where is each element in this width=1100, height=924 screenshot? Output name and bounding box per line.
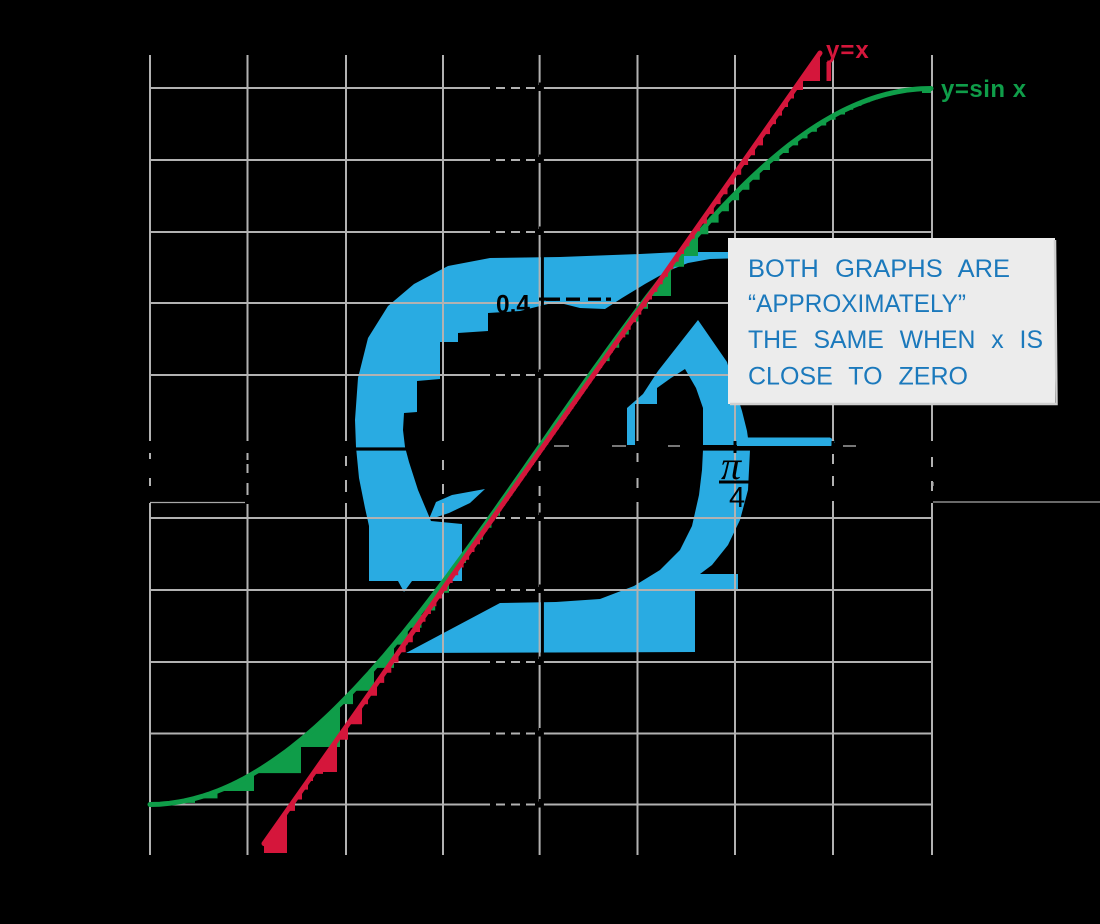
svg-text:4: 4 xyxy=(729,482,745,514)
svg-text:“APPROXIMATELY”: “APPROXIMATELY” xyxy=(748,290,966,318)
svg-text:π: π xyxy=(721,443,742,488)
svg-text:BOTH GRAPHS ARE: BOTH GRAPHS ARE xyxy=(748,255,1010,283)
svg-text:THE SAME WHEN x IS: THE SAME WHEN x IS xyxy=(748,326,1043,354)
svg-text:0.4: 0.4 xyxy=(496,289,530,319)
svg-text:y=sin x: y=sin x xyxy=(941,76,1027,103)
svg-text:y=x: y=x xyxy=(826,37,870,64)
svg-text:CLOSE TO ZERO: CLOSE TO ZERO xyxy=(748,363,968,391)
